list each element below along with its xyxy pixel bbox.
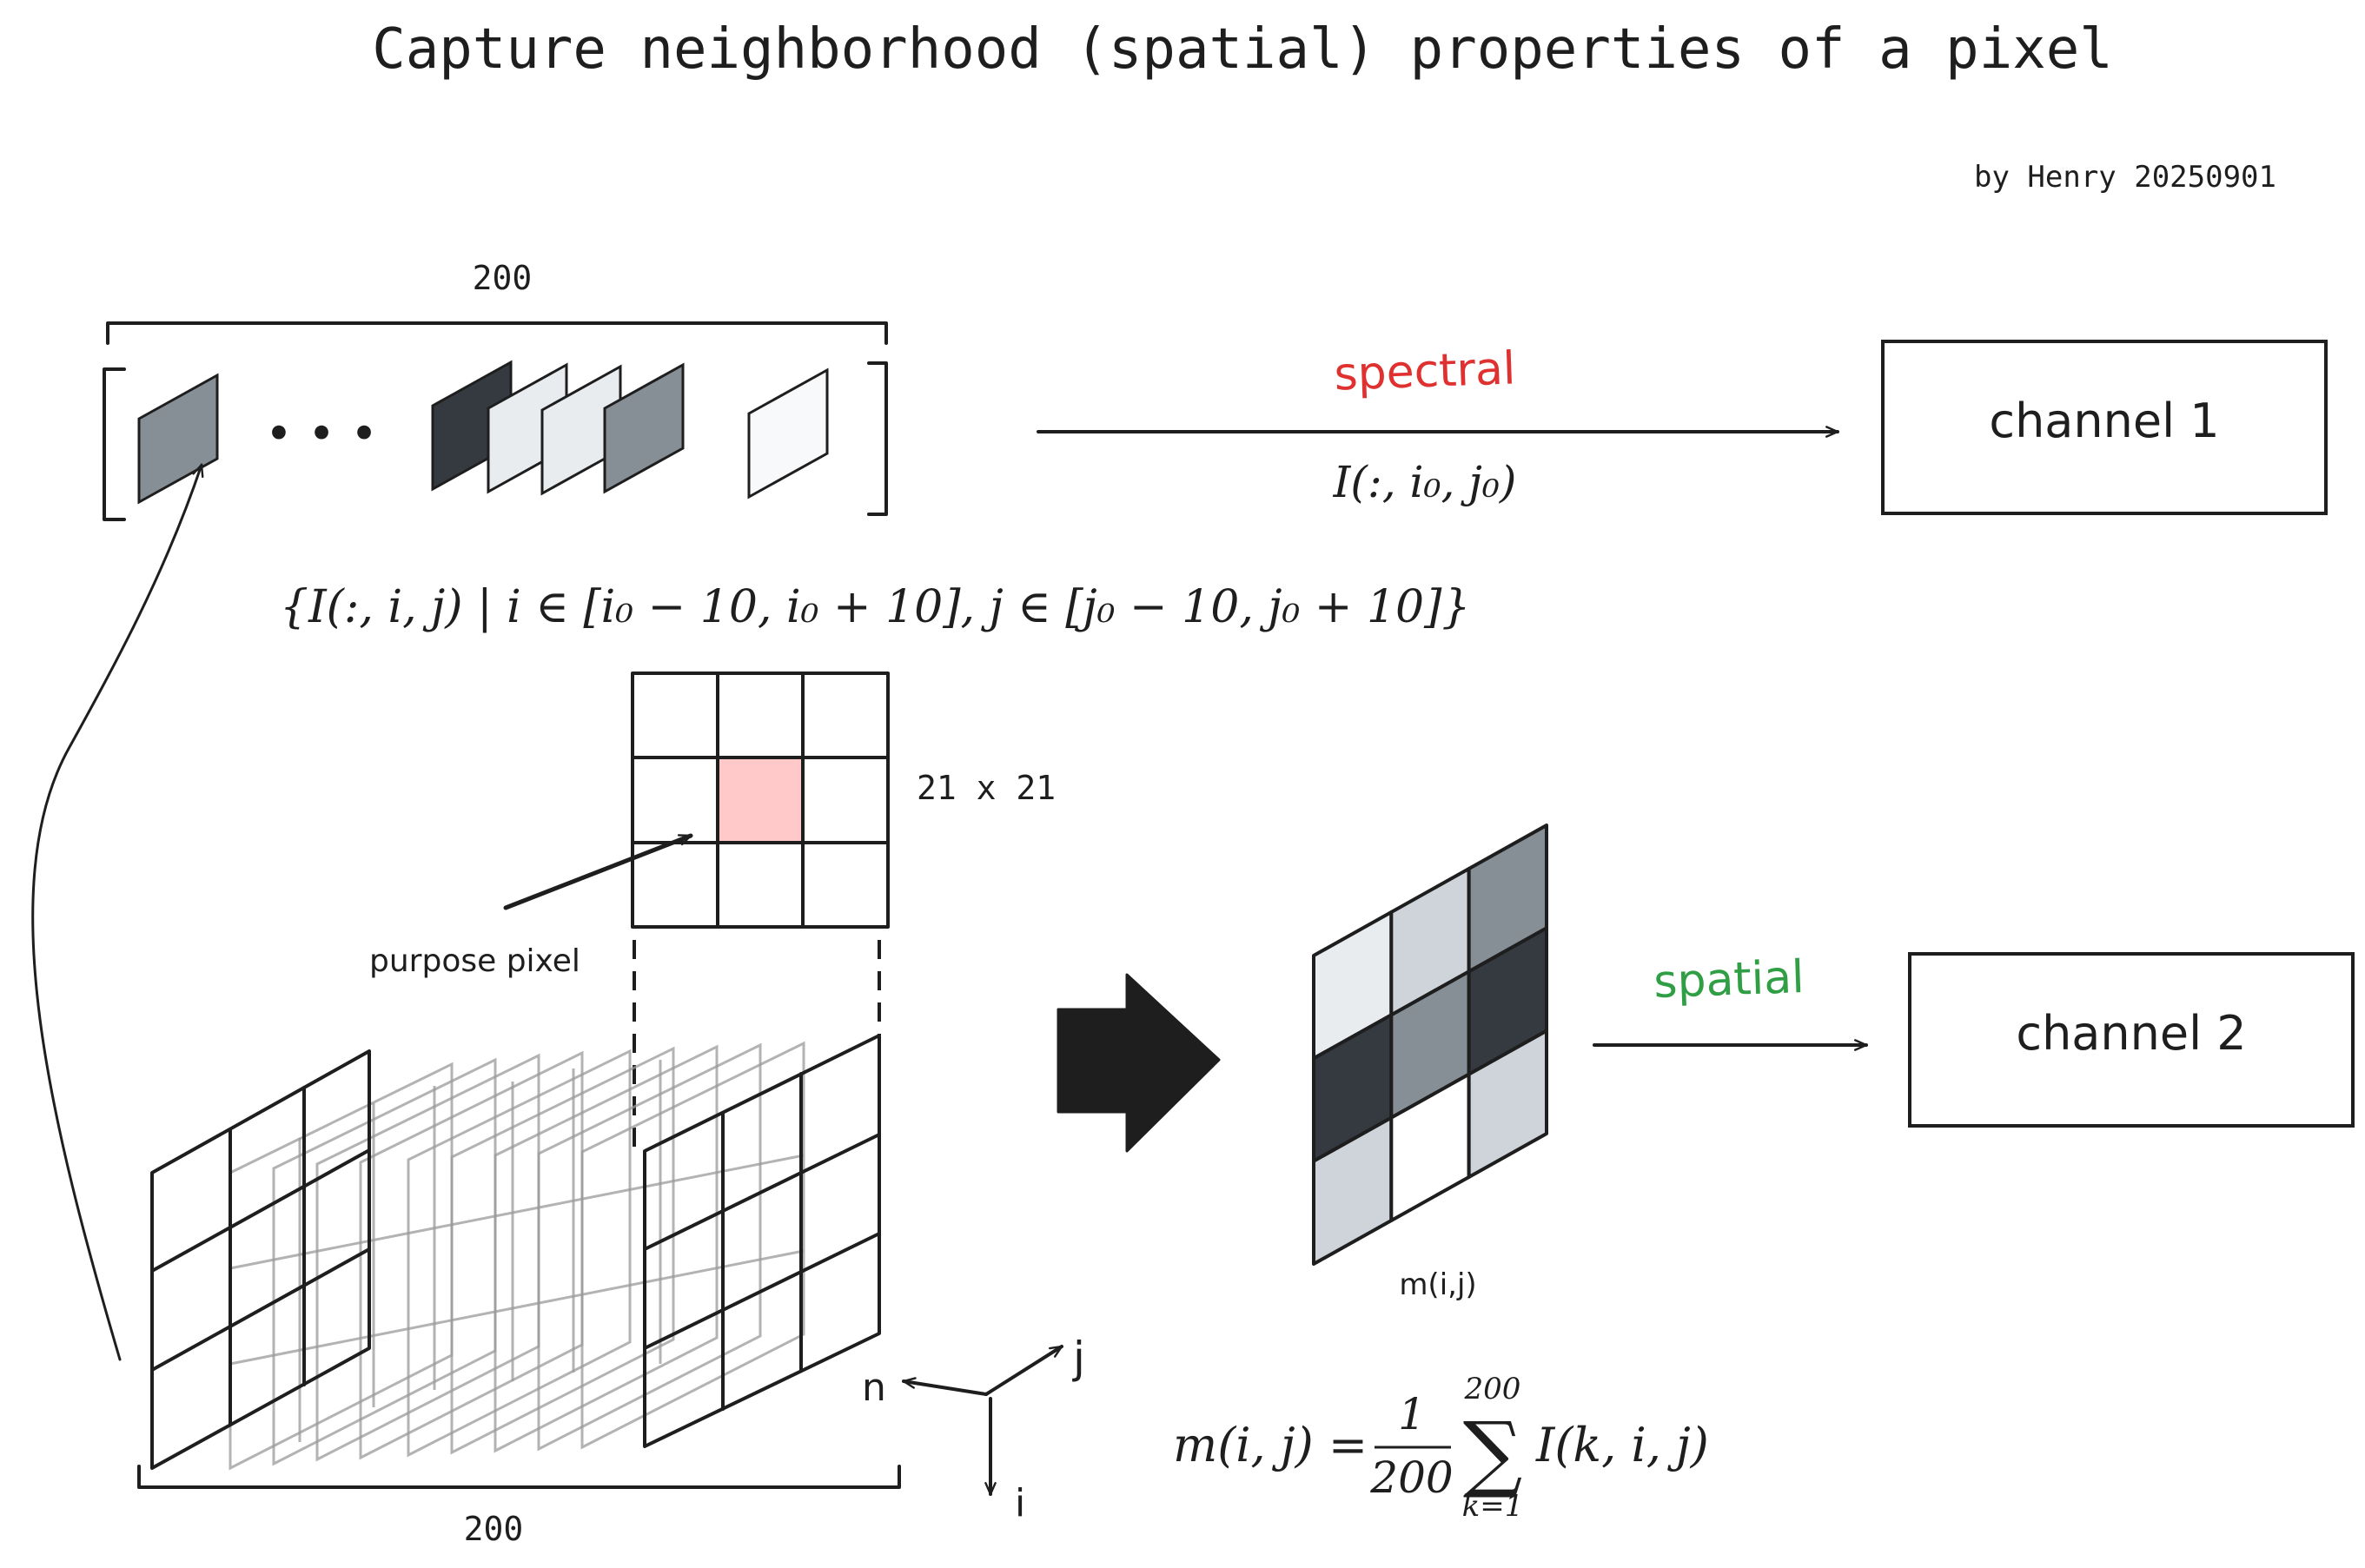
spectral-branch: spectral I(:, i₀, j₀) channel 1 <box>1037 340 2328 515</box>
spectral-formula: I(:, i₀, j₀) <box>1333 457 1517 507</box>
transform-block-arrow <box>1057 973 1221 1153</box>
right-bracket <box>867 361 888 516</box>
cube-back-slice <box>643 1034 881 1448</box>
purpose-pixel-label: purpose pixel <box>369 943 580 979</box>
band-slice-white <box>747 367 829 500</box>
mean-formula: m(i, j) = 1 200 200 ∑ k=1 I(k, i, j) <box>1173 1372 1709 1524</box>
band-ellipsis: • • • <box>265 407 378 461</box>
channel-1-label: channel 1 <box>1989 394 2219 448</box>
cube-width-brace <box>137 1465 901 1489</box>
cube-to-band-arrow <box>31 463 204 1361</box>
formula-sum-upper: 200 <box>1464 1372 1521 1406</box>
cube-inner-slices <box>229 1041 805 1471</box>
band-count-brace <box>106 321 888 345</box>
mean-map: m(i,j) <box>1312 824 1548 1302</box>
window-size-label: 21 x 21 <box>917 769 1056 807</box>
axis-j-arrow <box>984 1345 1063 1396</box>
channel-2-label: channel 2 <box>2016 1006 2246 1061</box>
mean-map-label: m(i,j) <box>1399 1267 1476 1302</box>
mean-map-cell <box>1467 1029 1548 1179</box>
axis-j-label: j <box>1072 1333 1085 1383</box>
axis-n-label: n <box>862 1366 886 1410</box>
page-title: Capture neighborhood (spatial) propertie… <box>372 17 2113 82</box>
formula-rhs: I(k, i, j) <box>1535 1418 1709 1472</box>
formula-sum-lower: k=1 <box>1462 1489 1524 1524</box>
axes-indicator: n j i <box>862 1333 1085 1525</box>
neighborhood-window: 21 x 21 purpose pixel <box>369 672 1056 1148</box>
spectral-label: spectral <box>1334 342 1517 400</box>
channel-2-box <box>1908 952 2355 1128</box>
purpose-pixel-cell <box>718 758 803 843</box>
hyperspectral-cube: 200 <box>137 1034 901 1548</box>
neighborhood-set-formula: {I(:, i, j) | i ∈ [i₀ − 10, i₀ + 10], j … <box>280 581 1471 633</box>
formula-sum-symbol: ∑ <box>1463 1404 1523 1501</box>
mean-map-cells <box>1312 824 1548 1266</box>
band-slice-gray <box>603 362 685 494</box>
purpose-pixel-pointer <box>503 833 693 910</box>
formula-lhs: m(i, j) = <box>1173 1418 1368 1472</box>
band-slice-first <box>137 373 219 505</box>
author-credit: by Henry 20250901 <box>1974 160 2276 195</box>
axis-n-arrow <box>902 1377 988 1396</box>
left-bracket <box>103 367 126 521</box>
axis-i-label: i <box>1015 1481 1025 1525</box>
spatial-label: spatial <box>1653 951 1805 1009</box>
cube-front-slice <box>150 1049 371 1470</box>
band-count-label: 200 <box>473 259 533 297</box>
spatial-branch: spatial channel 2 <box>1593 951 2355 1128</box>
formula-numerator: 1 <box>1398 1389 1426 1439</box>
channel-1-box <box>1881 340 2328 515</box>
cube-width-label: 200 <box>464 1510 524 1548</box>
formula-denominator: 200 <box>1369 1452 1453 1503</box>
spectral-band-stack: 200 • • • <box>103 259 888 521</box>
